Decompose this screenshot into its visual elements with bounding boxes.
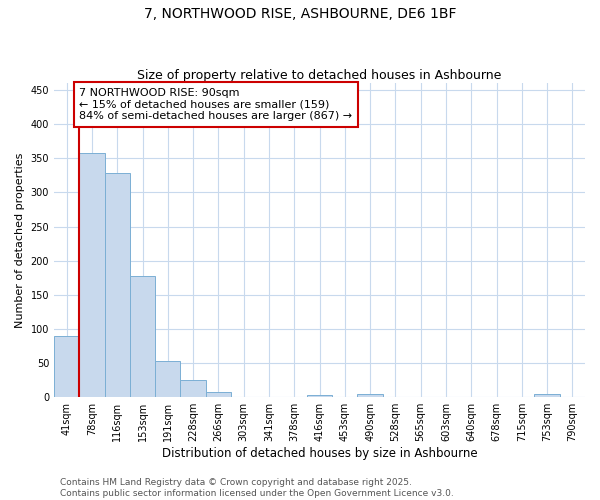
Bar bbox=[307, 395, 332, 397]
Y-axis label: Number of detached properties: Number of detached properties bbox=[15, 152, 25, 328]
Bar bbox=[358, 394, 383, 397]
Bar bbox=[79, 153, 104, 397]
Text: 7, NORTHWOOD RISE, ASHBOURNE, DE6 1BF: 7, NORTHWOOD RISE, ASHBOURNE, DE6 1BF bbox=[144, 8, 456, 22]
Title: Size of property relative to detached houses in Ashbourne: Size of property relative to detached ho… bbox=[137, 69, 502, 82]
Bar bbox=[155, 361, 181, 397]
Text: 7 NORTHWOOD RISE: 90sqm
← 15% of detached houses are smaller (159)
84% of semi-d: 7 NORTHWOOD RISE: 90sqm ← 15% of detache… bbox=[79, 88, 352, 121]
X-axis label: Distribution of detached houses by size in Ashbourne: Distribution of detached houses by size … bbox=[162, 447, 478, 460]
Text: Contains HM Land Registry data © Crown copyright and database right 2025.
Contai: Contains HM Land Registry data © Crown c… bbox=[60, 478, 454, 498]
Bar bbox=[206, 392, 231, 397]
Bar bbox=[181, 380, 206, 397]
Bar bbox=[54, 336, 79, 397]
Bar bbox=[535, 394, 560, 397]
Bar bbox=[130, 276, 155, 397]
Bar bbox=[104, 174, 130, 397]
